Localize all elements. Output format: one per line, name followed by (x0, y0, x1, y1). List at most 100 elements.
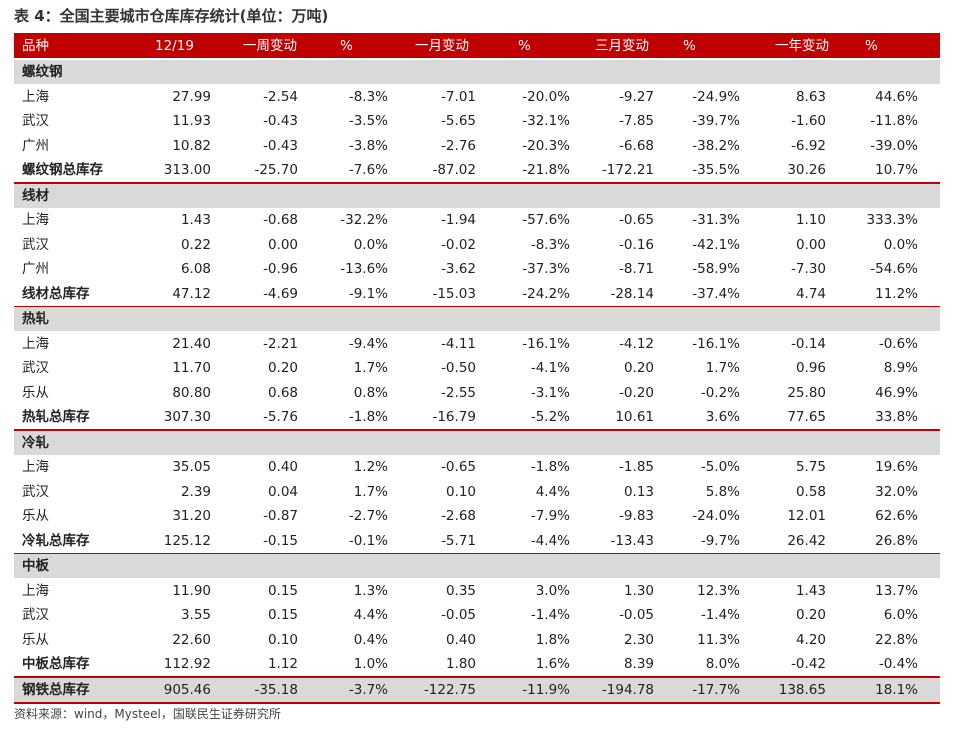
source-note: 资料来源：wind，Mysteel，国联民生证券研究所 (14, 707, 281, 721)
cell: 22.8% (875, 631, 918, 648)
cell: -7.6% (348, 162, 388, 178)
row-label: 武汉 (22, 113, 49, 129)
cell: -2.76 (441, 137, 476, 154)
cell: -42.1% (692, 236, 740, 253)
cell: 1.43 (795, 582, 826, 599)
cell: 0.20 (795, 607, 826, 623)
section-band (14, 430, 940, 455)
row-label: 广州 (22, 261, 49, 277)
section-rule (14, 552, 940, 555)
cell: -11.8% (870, 113, 918, 129)
cell: -0.20 (619, 384, 654, 401)
section-rule (14, 182, 940, 184)
cell: 1.80 (445, 656, 476, 672)
cell: -9.83 (619, 508, 654, 524)
cell: 21.40 (172, 335, 211, 352)
cell: 77.65 (787, 409, 826, 425)
total-rule (14, 701, 940, 704)
cell: -9.1% (348, 285, 388, 302)
cell: -0.43 (263, 113, 298, 129)
section-name: 螺纹钢 (22, 64, 63, 80)
cell: -16.79 (432, 409, 476, 425)
cell: -1.85 (619, 459, 654, 475)
cell: -39.7% (692, 113, 740, 129)
cell: -24.0% (692, 508, 740, 524)
cell: -5.65 (441, 113, 476, 129)
cell: 6.08 (180, 261, 211, 277)
row-label: 上海 (22, 582, 49, 599)
cell: -32.1% (522, 113, 570, 129)
cell: 1.0% (353, 656, 388, 672)
cell: 333.3% (866, 212, 918, 228)
cell: -2.7% (348, 508, 388, 524)
cell: 12.01 (787, 508, 826, 524)
header-cell: 三月变动 (595, 38, 649, 54)
cell: -0.65 (619, 212, 654, 228)
cell: -15.03 (432, 285, 476, 302)
row-label: 热轧总库存 (22, 409, 90, 425)
cell: -24.9% (692, 88, 740, 105)
cell: -0.50 (441, 360, 476, 376)
cell: 313.00 (163, 162, 211, 178)
cell: 5.75 (795, 459, 826, 475)
header-cell: 一年变动 (775, 38, 829, 54)
cell: -7.30 (791, 261, 826, 277)
cell: 8.39 (623, 656, 654, 672)
section-band (14, 183, 940, 208)
cell: 27.99 (172, 88, 211, 105)
cell: -0.87 (263, 508, 298, 524)
row-label: 武汉 (22, 483, 49, 500)
cell: -3.62 (441, 261, 476, 277)
cell: 0.20 (267, 360, 298, 376)
row-label: 上海 (22, 459, 49, 475)
cell: -3.8% (348, 137, 388, 154)
cell: 0.40 (445, 631, 476, 648)
cell: -8.3% (348, 88, 388, 105)
header-cell: 一周变动 (243, 38, 297, 54)
cell: 0.15 (267, 607, 298, 623)
cell: -0.2% (700, 384, 740, 401)
section-band (14, 554, 940, 578)
cell: -38.2% (692, 137, 740, 154)
cell: 1.3% (353, 582, 388, 599)
cell: -7.85 (619, 113, 654, 129)
cell: 35.05 (172, 459, 211, 475)
cell: 11.3% (697, 631, 740, 648)
section-rule (14, 305, 940, 308)
cell: 0.20 (623, 360, 654, 376)
cell: -2.21 (263, 335, 298, 352)
cell: 0.35 (445, 582, 476, 599)
cell: 8.9% (883, 360, 918, 376)
cell: -1.8% (530, 459, 570, 475)
cell: 1.43 (180, 212, 211, 228)
cell: 31.20 (172, 508, 211, 524)
cell: 47.12 (172, 285, 211, 302)
cell: 3.6% (705, 409, 740, 425)
cell: -17.7% (692, 681, 740, 698)
cell: -0.42 (791, 656, 826, 672)
row-label: 广州 (22, 137, 49, 154)
cell: -122.75 (423, 681, 476, 698)
cell: -0.15 (263, 532, 298, 549)
cell: -4.12 (619, 335, 654, 352)
cell: -24.2% (522, 285, 570, 302)
cell: 307.30 (163, 409, 211, 425)
cell: -1.94 (441, 212, 476, 228)
cell: 2.39 (180, 483, 211, 500)
row-label: 乐从 (22, 508, 49, 524)
cell: -3.7% (348, 681, 388, 698)
total-band (14, 677, 940, 702)
cell: -35.5% (692, 162, 740, 178)
cell: 26.42 (787, 532, 826, 549)
cell: 138.65 (778, 681, 826, 698)
cell: -21.8% (522, 162, 570, 178)
section-band (14, 60, 940, 84)
cell: -13.6% (340, 261, 388, 277)
cell: -37.3% (522, 261, 570, 277)
cell: -5.71 (441, 532, 476, 549)
cell: -3.5% (348, 113, 388, 129)
cell: 4.4% (535, 483, 570, 500)
cell: 11.93 (172, 113, 211, 129)
cell: -172.21 (601, 162, 654, 178)
